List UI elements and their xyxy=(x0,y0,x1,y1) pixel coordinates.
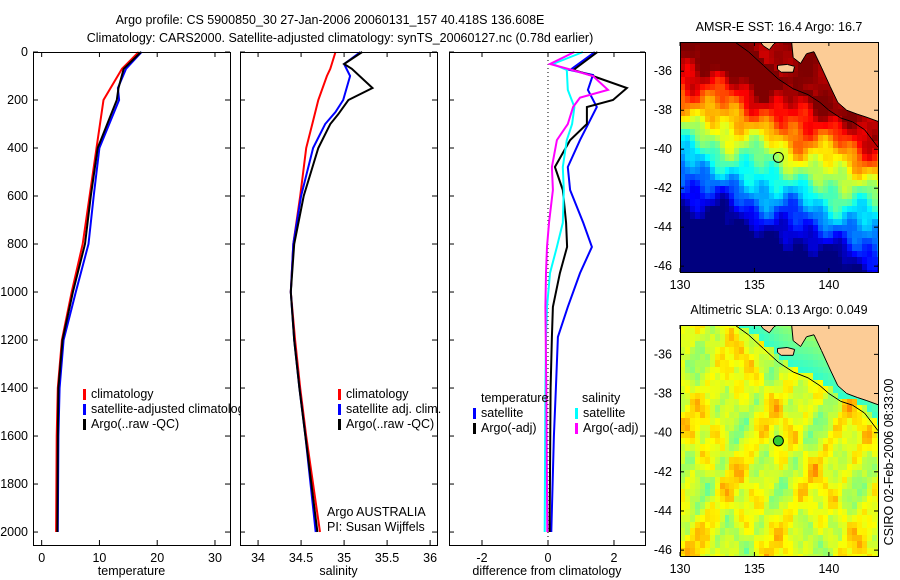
y-tick-label: 400 xyxy=(7,141,28,155)
legend-swatch xyxy=(473,408,476,419)
legend-swatch xyxy=(473,423,476,434)
legend-label: satellite-adjusted climatology xyxy=(91,402,252,416)
lon-tick-label: 140 xyxy=(818,278,839,292)
plot-area xyxy=(33,52,230,545)
series-line-temperature-argo-adj- xyxy=(548,51,629,533)
x-tick-label: 0 xyxy=(38,551,45,565)
lat-tick-label: -42 xyxy=(654,465,672,479)
axes-frame xyxy=(240,52,438,546)
legend-label: satellite xyxy=(481,406,523,420)
y-tick-label: 1200 xyxy=(0,333,28,347)
annotation-line1: Argo AUSTRALIA xyxy=(327,505,426,519)
legend-header-salinity: salinity xyxy=(582,391,621,405)
argo-position-marker xyxy=(772,151,784,163)
lon-tick-label: 140 xyxy=(818,562,839,576)
legend-swatch xyxy=(575,423,578,434)
side-stamp: CSIRO 02-Feb-2006 08:33:00 xyxy=(882,379,896,546)
x-tick-label: 10 xyxy=(92,551,106,565)
y-tick-label: 1000 xyxy=(0,285,28,299)
x-tick-label: 34 xyxy=(251,551,265,565)
y-tick-label: 1400 xyxy=(0,381,28,395)
legend-label: Argo(..raw -QC) xyxy=(91,417,179,431)
annotation-line2: PI: Susan Wijffels xyxy=(327,520,425,534)
y-tick-label: 800 xyxy=(7,237,28,251)
series-line-argo-raw-qc- xyxy=(56,51,142,533)
lat-tick-label: -42 xyxy=(654,181,672,195)
x-tick-label: 35.5 xyxy=(375,551,399,565)
series-line-salinity-argo-adj- xyxy=(544,51,611,533)
map-frame xyxy=(680,42,879,273)
profile-panel-1: 0 10 20 30 0 200 400 600 800 1000 1200 1400 1600 1800… xyxy=(0,45,251,578)
lat-tick-label: -46 xyxy=(654,543,672,557)
lat-tick-label: -44 xyxy=(654,220,672,234)
legend-label: satellite xyxy=(583,406,625,420)
lat-tick-label: -36 xyxy=(654,347,672,361)
legend-label: Argo(..raw -QC) xyxy=(346,417,434,431)
lat-tick-label: -36 xyxy=(654,64,672,78)
legend-label: climatology xyxy=(91,387,154,401)
x-axis-label: temperature xyxy=(98,564,165,578)
sst-map-axes: AMSR-E SST: 16.4 Argo: 16.7 130 135 140 -36 -… xyxy=(654,20,879,292)
y-tick-label: 1600 xyxy=(0,429,28,443)
x-tick-label: 35 xyxy=(337,551,351,565)
legend-swatch xyxy=(338,404,341,415)
legend-swatch xyxy=(83,389,86,400)
x-tick-label: -2 xyxy=(476,551,487,565)
lat-tick-label: -40 xyxy=(654,426,672,440)
legend-swatch xyxy=(338,389,341,400)
lat-tick-label: -38 xyxy=(654,387,672,401)
sst-map-image xyxy=(680,42,878,272)
legend-label: satellite adj. clim. xyxy=(346,402,441,416)
y-tick-label: 200 xyxy=(7,93,28,107)
map-title: Altimetric SLA: 0.13 Argo: 0.049 xyxy=(690,303,867,317)
x-tick-label: 34.5 xyxy=(289,551,313,565)
figure-title-line1: Argo profile: CS 5900850_30 27-Jan-2006 … xyxy=(116,13,545,27)
y-tick-label: 1800 xyxy=(0,477,28,491)
x-tick-label: 36 xyxy=(423,551,437,565)
map-title: AMSR-E SST: 16.4 Argo: 16.7 xyxy=(696,20,863,34)
x-tick-label: 30 xyxy=(208,551,222,565)
x-tick-label: 2 xyxy=(611,551,618,565)
series-line-temperature-satellite xyxy=(550,51,598,533)
legend-label: climatology xyxy=(346,387,409,401)
x-tick-label: 0 xyxy=(545,551,552,565)
legend-swatch xyxy=(83,404,86,415)
lon-tick-label: 130 xyxy=(670,278,691,292)
x-tick-label: 20 xyxy=(150,551,164,565)
map-frame xyxy=(680,325,879,557)
x-axis-label: salinity xyxy=(319,564,358,578)
profile-panel-2: 34 34.5 35 35.5 36 salinity climatologysatelli… xyxy=(240,51,441,578)
lat-tick-label: -44 xyxy=(654,504,672,518)
lat-tick-label: -46 xyxy=(654,259,672,273)
legend-swatch xyxy=(83,419,86,430)
y-tick-label: 600 xyxy=(7,189,28,203)
sla-map-axes: Altimetric SLA: 0.13 Argo: 0.049 130 135 14… xyxy=(654,303,879,576)
figure-title-line2: Climatology: CARS2000. Satellite-adjuste… xyxy=(87,31,594,45)
legend-swatch xyxy=(575,408,578,419)
plot-area xyxy=(240,52,437,545)
lon-tick-label: 135 xyxy=(744,562,765,576)
series-line-argo-raw-qc- xyxy=(289,51,375,533)
legend-label: Argo(-adj) xyxy=(583,421,639,435)
lat-tick-label: -40 xyxy=(654,142,672,156)
lon-tick-label: 135 xyxy=(744,278,765,292)
legend-header-temperature: temperature xyxy=(481,391,548,405)
lat-tick-label: -38 xyxy=(654,103,672,117)
lon-tick-label: 130 xyxy=(670,562,691,576)
axes-frame xyxy=(33,52,231,546)
x-axis-label: difference from climatology xyxy=(472,564,622,578)
y-tick-label: 2000 xyxy=(0,525,28,539)
y-tick-label: 0 xyxy=(21,45,28,59)
argo-position-marker xyxy=(772,435,784,447)
legend-swatch xyxy=(338,419,341,430)
legend-label: Argo(-adj) xyxy=(481,421,537,435)
